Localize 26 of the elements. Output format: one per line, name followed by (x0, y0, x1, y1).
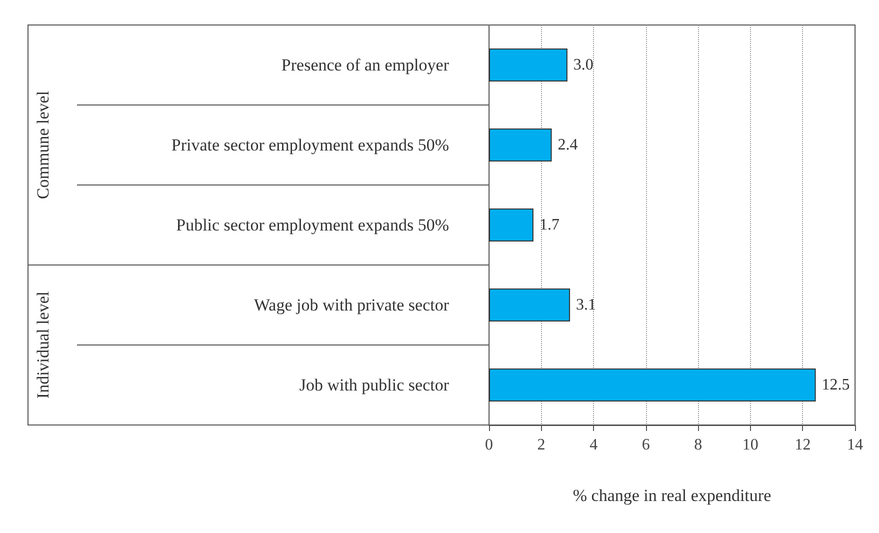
data-label: 3.1 (576, 296, 596, 314)
bar (489, 368, 816, 402)
x-tick-label: 4 (590, 436, 598, 454)
y-tick-label: Wage job with private sector (254, 296, 450, 314)
data-label: 2.4 (558, 136, 578, 154)
x-tick-label: 10 (742, 436, 758, 454)
y-tick-label: Public sector employment expands 50% (176, 216, 449, 234)
x-tick-label: 0 (485, 436, 493, 454)
x-tick-label: 2 (537, 436, 546, 454)
x-tick-label: 8 (694, 436, 702, 454)
bar (489, 208, 534, 242)
y-tick-label: Presence of an employer (281, 56, 450, 74)
bar (489, 48, 568, 82)
bar (489, 288, 570, 322)
x-tick-label: 6 (642, 436, 650, 454)
x-axis-title: % change in real expenditure (572, 486, 772, 505)
bar (489, 128, 552, 162)
x-tick-label: 14 (847, 436, 863, 454)
x-tick-label: 12 (794, 436, 811, 454)
text: Individual level (34, 291, 52, 399)
data-label: 12.5 (822, 376, 850, 394)
y-tick-label: Private sector employment expands 50% (171, 136, 449, 154)
data-label: 1.7 (539, 216, 560, 234)
data-label: 3.0 (573, 56, 594, 74)
y-tick-label: Job with public sector (299, 376, 450, 394)
text: Commune level (34, 90, 52, 200)
